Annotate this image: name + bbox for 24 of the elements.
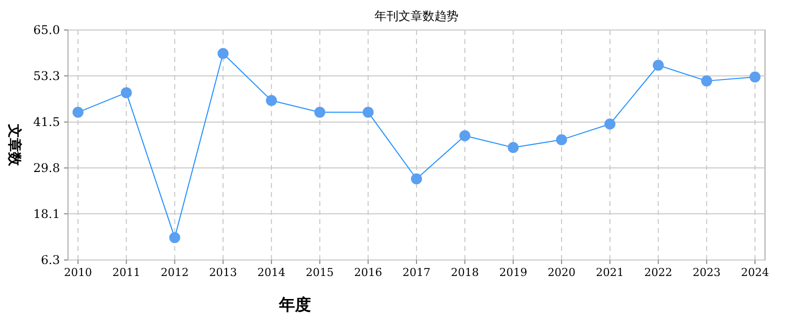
x-tick-label: 2014 <box>257 266 286 279</box>
x-axis-title: 年度 <box>278 295 311 314</box>
x-tick-label: 2013 <box>209 266 238 279</box>
y-axis-title: 文章数 <box>6 123 23 167</box>
chart-title: 年刊文章数趋势 <box>374 9 458 23</box>
y-tick-label: 29.8 <box>33 160 60 175</box>
x-tick-label: 2010 <box>64 266 92 279</box>
x-tick-label: 2022 <box>644 266 672 279</box>
x-tick-label: 2023 <box>692 266 721 279</box>
x-tick-label: 2012 <box>160 266 189 279</box>
y-tick-label: 18.1 <box>33 206 60 221</box>
x-tick-label: 2019 <box>499 266 528 279</box>
x-tick-label: 2021 <box>596 266 624 279</box>
x-tick-label: 2024 <box>741 266 769 279</box>
y-tick-label: 41.5 <box>33 115 60 130</box>
x-tick-label: 2020 <box>548 266 576 279</box>
y-tick-label: 65.0 <box>33 23 60 37</box>
y-tick-label: 6.3 <box>40 253 60 267</box>
x-tick-label: 2018 <box>450 266 479 279</box>
x-tick-label: 2016 <box>354 266 382 279</box>
x-tick-label: 2017 <box>402 266 430 279</box>
y-tick-label: 53.3 <box>33 68 60 83</box>
x-tick-label: 2015 <box>306 266 334 279</box>
x-tick-label: 2011 <box>112 266 140 279</box>
